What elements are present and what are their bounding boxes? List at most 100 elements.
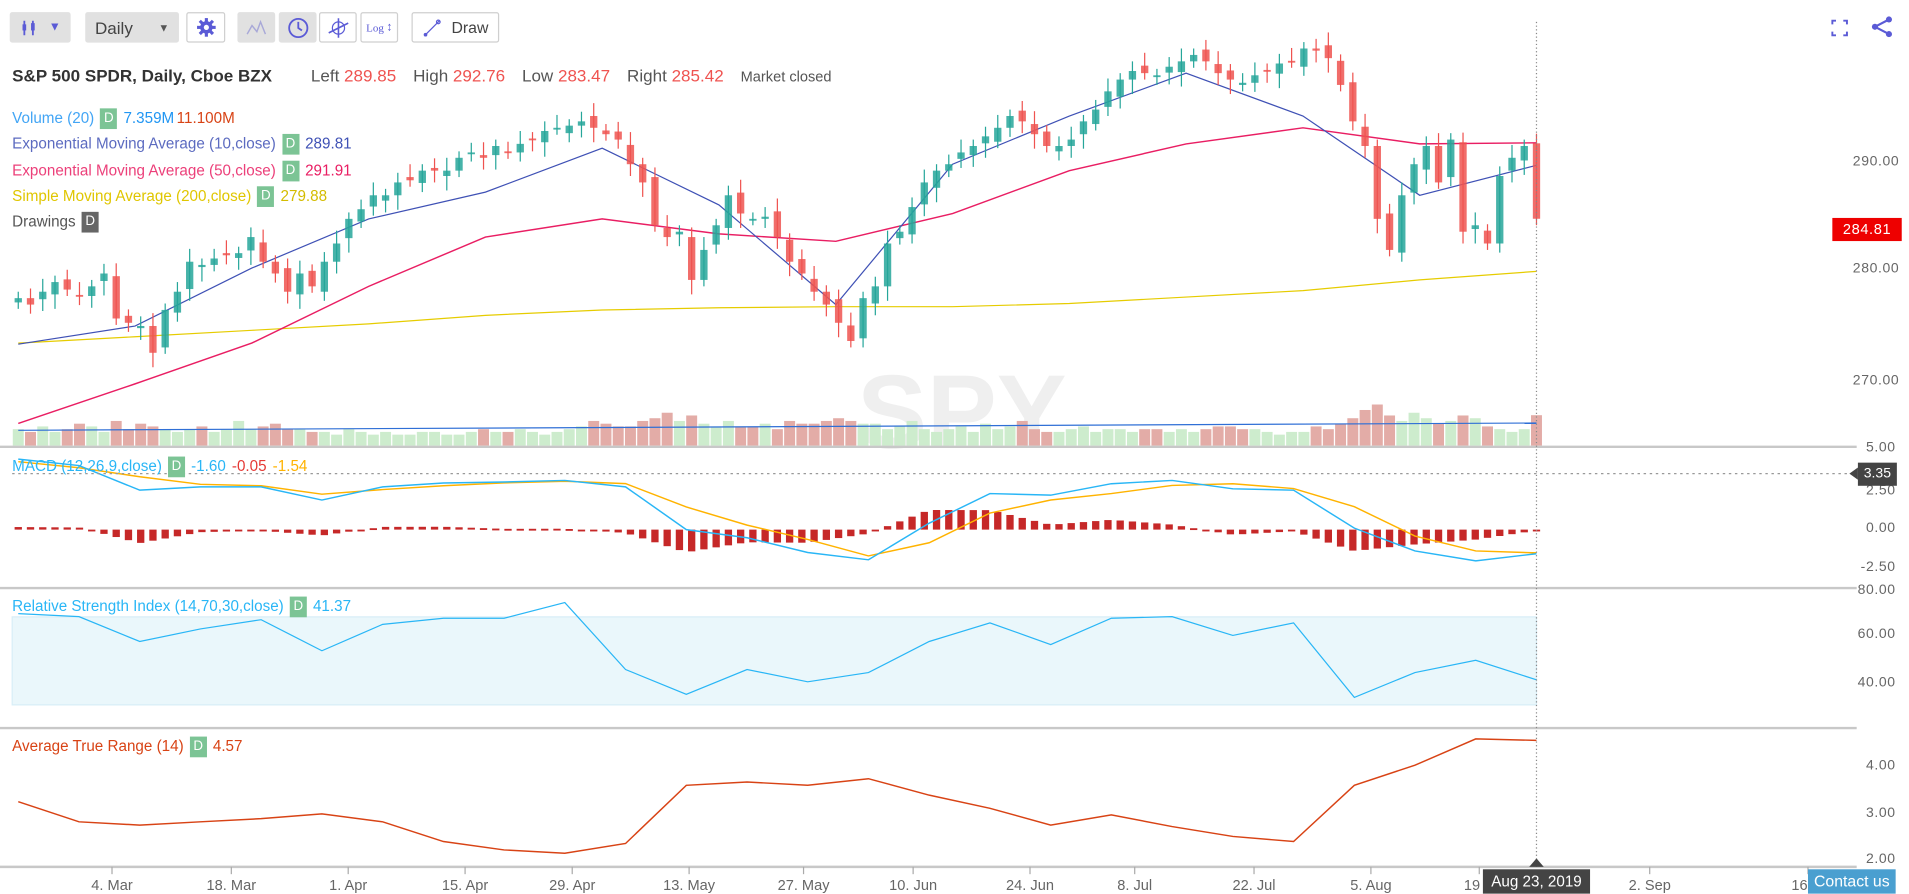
volume-bar xyxy=(980,423,991,446)
price-axis-label: 270.00 xyxy=(1852,373,1900,389)
macd-histogram-bar xyxy=(394,526,402,530)
volume-bar xyxy=(1445,420,1457,446)
volume-bar xyxy=(539,434,551,446)
volume-bar xyxy=(404,434,416,446)
draw-button[interactable]: Draw xyxy=(411,12,500,43)
candle-body xyxy=(1067,139,1075,147)
candle-body xyxy=(1141,65,1149,74)
volume-bar xyxy=(1396,420,1408,446)
macd-histogram-bar xyxy=(1018,517,1026,530)
right-label: Right xyxy=(627,65,667,86)
legend-badge[interactable]: D xyxy=(257,185,275,207)
macd-histogram-bar xyxy=(1336,529,1345,547)
legend-badge[interactable]: D xyxy=(81,211,99,232)
candle-body xyxy=(430,167,439,171)
legend-badge[interactable]: D xyxy=(189,735,207,757)
volume-bar xyxy=(1090,431,1102,446)
macd-histogram-bar xyxy=(688,529,696,552)
candle-body xyxy=(932,170,941,188)
volume-bar xyxy=(208,431,220,446)
candle-body xyxy=(406,177,414,181)
volume-bar xyxy=(465,431,477,446)
macd-axis-label: 0.00 xyxy=(1865,521,1896,536)
macd-histogram-bar xyxy=(1324,529,1332,543)
macd-axis-label: 2.50 xyxy=(1865,483,1896,498)
legend-value: 41.37 xyxy=(312,597,352,615)
volume-bar xyxy=(37,426,49,446)
legend-rsi[interactable]: Relative Strength Index (14,70,30,close)… xyxy=(12,595,351,617)
contact-us-button[interactable]: Contact us xyxy=(1807,869,1896,894)
volume-bar xyxy=(1102,429,1114,446)
volume-bar xyxy=(857,423,869,446)
legend-badge[interactable]: D xyxy=(289,595,307,617)
macd-histogram-bar xyxy=(1496,529,1504,536)
x-axis-label: 8. Jul xyxy=(1117,876,1153,894)
candle-body xyxy=(112,276,120,319)
legend-ema50[interactable]: Exponential Moving Average (50,close) D … xyxy=(12,159,352,181)
legend-macd[interactable]: MACD (12,26,9,close) D -1.60 -0.05 -1.54 xyxy=(12,455,307,477)
legend-badge[interactable]: D xyxy=(281,133,299,155)
macd-histogram-bar xyxy=(712,529,720,548)
legend-atr[interactable]: Average True Range (14) D 4.57 xyxy=(12,735,242,757)
volume-bar xyxy=(1041,431,1053,446)
legend-badge[interactable]: D xyxy=(281,160,299,181)
time-button[interactable] xyxy=(278,12,317,43)
interval-dropdown[interactable]: Daily ▼ xyxy=(85,12,179,43)
fullscreen-button[interactable] xyxy=(1831,19,1848,42)
compare-button[interactable] xyxy=(237,12,276,43)
candle-body xyxy=(920,182,928,205)
macd-histogram-bar xyxy=(1226,529,1235,535)
scale-arrow-icon: ↕ xyxy=(386,20,393,35)
settings-button[interactable] xyxy=(186,12,226,43)
macd-histogram-bar xyxy=(1079,522,1088,530)
macd-histogram-bar xyxy=(222,529,231,532)
macd-histogram-bar xyxy=(51,527,59,530)
volume-bar xyxy=(1347,418,1359,446)
share-button[interactable] xyxy=(1871,16,1893,44)
macd-histogram-bar xyxy=(1520,529,1528,533)
volume-bar xyxy=(943,429,955,446)
legend-badge[interactable]: D xyxy=(167,455,186,477)
macd-histogram-bar xyxy=(259,529,267,532)
volume-bar xyxy=(318,431,330,446)
rsi-axis-label: 60.00 xyxy=(1857,627,1896,642)
candle-body xyxy=(1018,110,1026,122)
legend-ema10[interactable]: Exponential Moving Average (10,close) D … xyxy=(12,133,352,155)
volume-bar xyxy=(25,431,36,446)
candle-body xyxy=(137,325,145,329)
candle-body xyxy=(1385,213,1394,250)
legend-drawings[interactable]: Drawings D xyxy=(12,211,99,233)
macd-histogram-bar xyxy=(602,529,610,532)
macd-histogram-bar xyxy=(1165,524,1173,530)
volume-bar xyxy=(392,434,404,446)
macd-histogram-bar xyxy=(700,529,708,550)
volume-bar xyxy=(673,420,685,446)
macd-histogram-bar xyxy=(1092,521,1100,530)
volume-bar xyxy=(220,429,232,446)
candle-body xyxy=(688,237,696,280)
log-scale-button[interactable]: Log ↕ xyxy=(360,12,399,43)
high-value: 292.76 xyxy=(452,65,506,86)
legend-sma200[interactable]: Simple Moving Average (200,close) D 279.… xyxy=(12,185,327,207)
volume-bar xyxy=(98,431,110,446)
macd-histogram-bar xyxy=(1434,529,1443,543)
line-chart-icon xyxy=(245,19,266,34)
legend-label: Exponential Moving Average (10,close) xyxy=(12,135,276,153)
crosshair-button[interactable] xyxy=(318,12,357,43)
volume-bar xyxy=(122,429,134,446)
macd-histogram-bar xyxy=(504,528,512,531)
candle-body xyxy=(1471,225,1479,230)
volume-bar xyxy=(1237,429,1249,446)
volume-bar xyxy=(269,423,281,446)
legend-volume[interactable]: Volume (20) D 7.359M 11.100M xyxy=(12,107,235,129)
legend-badge[interactable]: D xyxy=(100,107,118,129)
instrument-title: S&P 500 SPDR, Daily, Cboe BZX xyxy=(12,65,273,86)
chart-type-button[interactable]: ▼ xyxy=(9,12,71,43)
candle-body xyxy=(847,325,855,341)
macd-hist-value: -0.05 xyxy=(231,457,267,475)
macd-histogram-bar xyxy=(871,529,879,532)
macd-histogram-bar xyxy=(357,529,365,532)
draw-label: Draw xyxy=(451,18,489,37)
candle-body xyxy=(14,298,22,303)
